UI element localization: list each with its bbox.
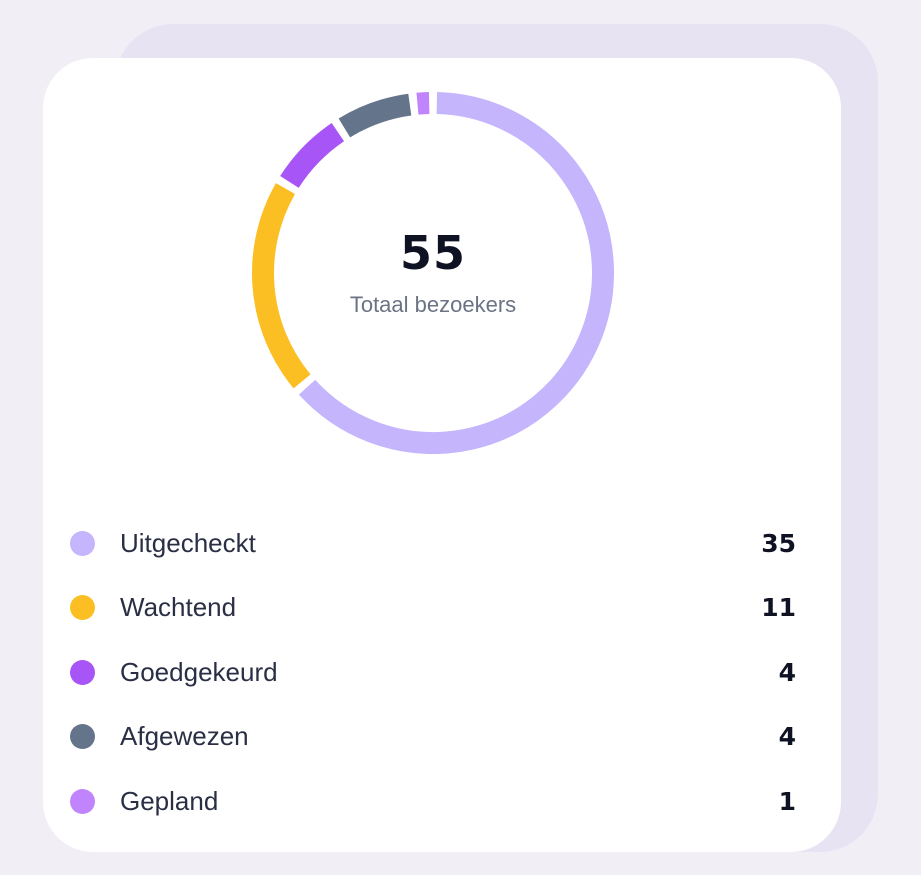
legend-dot-icon — [70, 724, 95, 750]
legend-dot-icon — [70, 595, 95, 621]
legend-label: Gepland — [120, 785, 219, 816]
legend-item-uitgecheckt[interactable]: Uitgecheckt 35 — [70, 511, 796, 576]
donut-svg — [252, 92, 614, 454]
donut-chart: 55 Totaal bezoekers — [252, 92, 614, 454]
donut-segment-gepland[interactable] — [416, 92, 430, 115]
legend-label: Uitgecheckt — [120, 527, 256, 558]
legend-dot-icon — [70, 659, 95, 685]
legend-value: 11 — [761, 593, 796, 623]
legend-label: Goedgekeurd — [120, 656, 278, 687]
donut-segment-wachtend[interactable] — [252, 183, 311, 389]
legend-value: 4 — [778, 657, 796, 687]
legend-value: 35 — [761, 528, 796, 558]
visitors-status-card — [43, 58, 841, 852]
donut-segment-uitgecheckt[interactable] — [298, 92, 614, 454]
legend-item-gepland[interactable]: Gepland 1 — [70, 769, 796, 834]
legend-item-wachtend[interactable]: Wachtend 11 — [70, 576, 796, 641]
legend-item-goedgekeurd[interactable]: Goedgekeurd 4 — [70, 640, 796, 705]
legend-value: 4 — [778, 722, 796, 752]
legend-label: Afgewezen — [120, 721, 249, 752]
donut-segment-goedgekeurd[interactable] — [280, 122, 345, 189]
legend-dot-icon — [70, 788, 95, 814]
total-visitors-label: Totaal bezoekers — [349, 292, 517, 317]
legend-value: 1 — [778, 786, 796, 816]
chart-legend: Uitgecheckt 35 Wachtend 11 Goedgekeurd 4… — [70, 511, 796, 834]
legend-dot-icon — [70, 530, 95, 556]
legend-item-afgewezen[interactable]: Afgewezen 4 — [70, 705, 796, 770]
donut-segment-afgewezen[interactable] — [338, 93, 412, 138]
legend-label: Wachtend — [120, 592, 237, 623]
total-visitors-value: 55 — [399, 226, 466, 280]
